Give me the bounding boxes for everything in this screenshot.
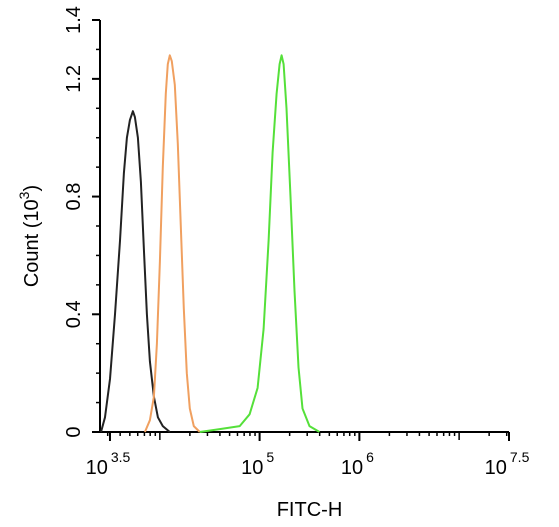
x-tick-label-base: 10 xyxy=(341,457,363,479)
histogram-series-3 xyxy=(199,54,321,433)
y-tick-label: 0.4 xyxy=(63,300,85,328)
y-axis-title-close: ) xyxy=(21,185,43,192)
x-tick-label-base: 10 xyxy=(485,457,507,479)
x-tick-label-exponent: 6 xyxy=(366,449,374,465)
series-layer xyxy=(100,54,321,433)
x-tick-label-base: 10 xyxy=(241,457,263,479)
y-tick-label: 1.2 xyxy=(63,65,85,93)
x-tick-label-exponent: 5 xyxy=(266,449,274,465)
y-axis-title-sup: 3 xyxy=(16,191,32,199)
y-tick-label: 0 xyxy=(63,426,85,437)
histogram-series-2 xyxy=(143,54,201,433)
x-tick-label: 10 3.5 xyxy=(86,449,131,479)
x-tick-label: 10 7.5 xyxy=(485,449,530,479)
ticks-layer: 00.40.81.21.410 3.5 10 5 10 6 10 7.5 xyxy=(63,6,530,479)
x-tick-label-exponent: 3.5 xyxy=(111,449,131,465)
x-tick-label: 10 5 xyxy=(241,449,274,479)
y-tick-label: 1.4 xyxy=(63,6,85,34)
x-axis-title: FITC-H xyxy=(277,499,343,521)
x-tick-label-base: 10 xyxy=(86,457,108,479)
y-axis-title: Count (103) xyxy=(16,185,43,287)
x-tick-label-exponent: 7.5 xyxy=(510,449,530,465)
y-axis-title-main: Count (10 xyxy=(21,199,43,287)
y-tick-label: 0.8 xyxy=(63,183,85,211)
x-tick-label: 10 6 xyxy=(341,449,374,479)
